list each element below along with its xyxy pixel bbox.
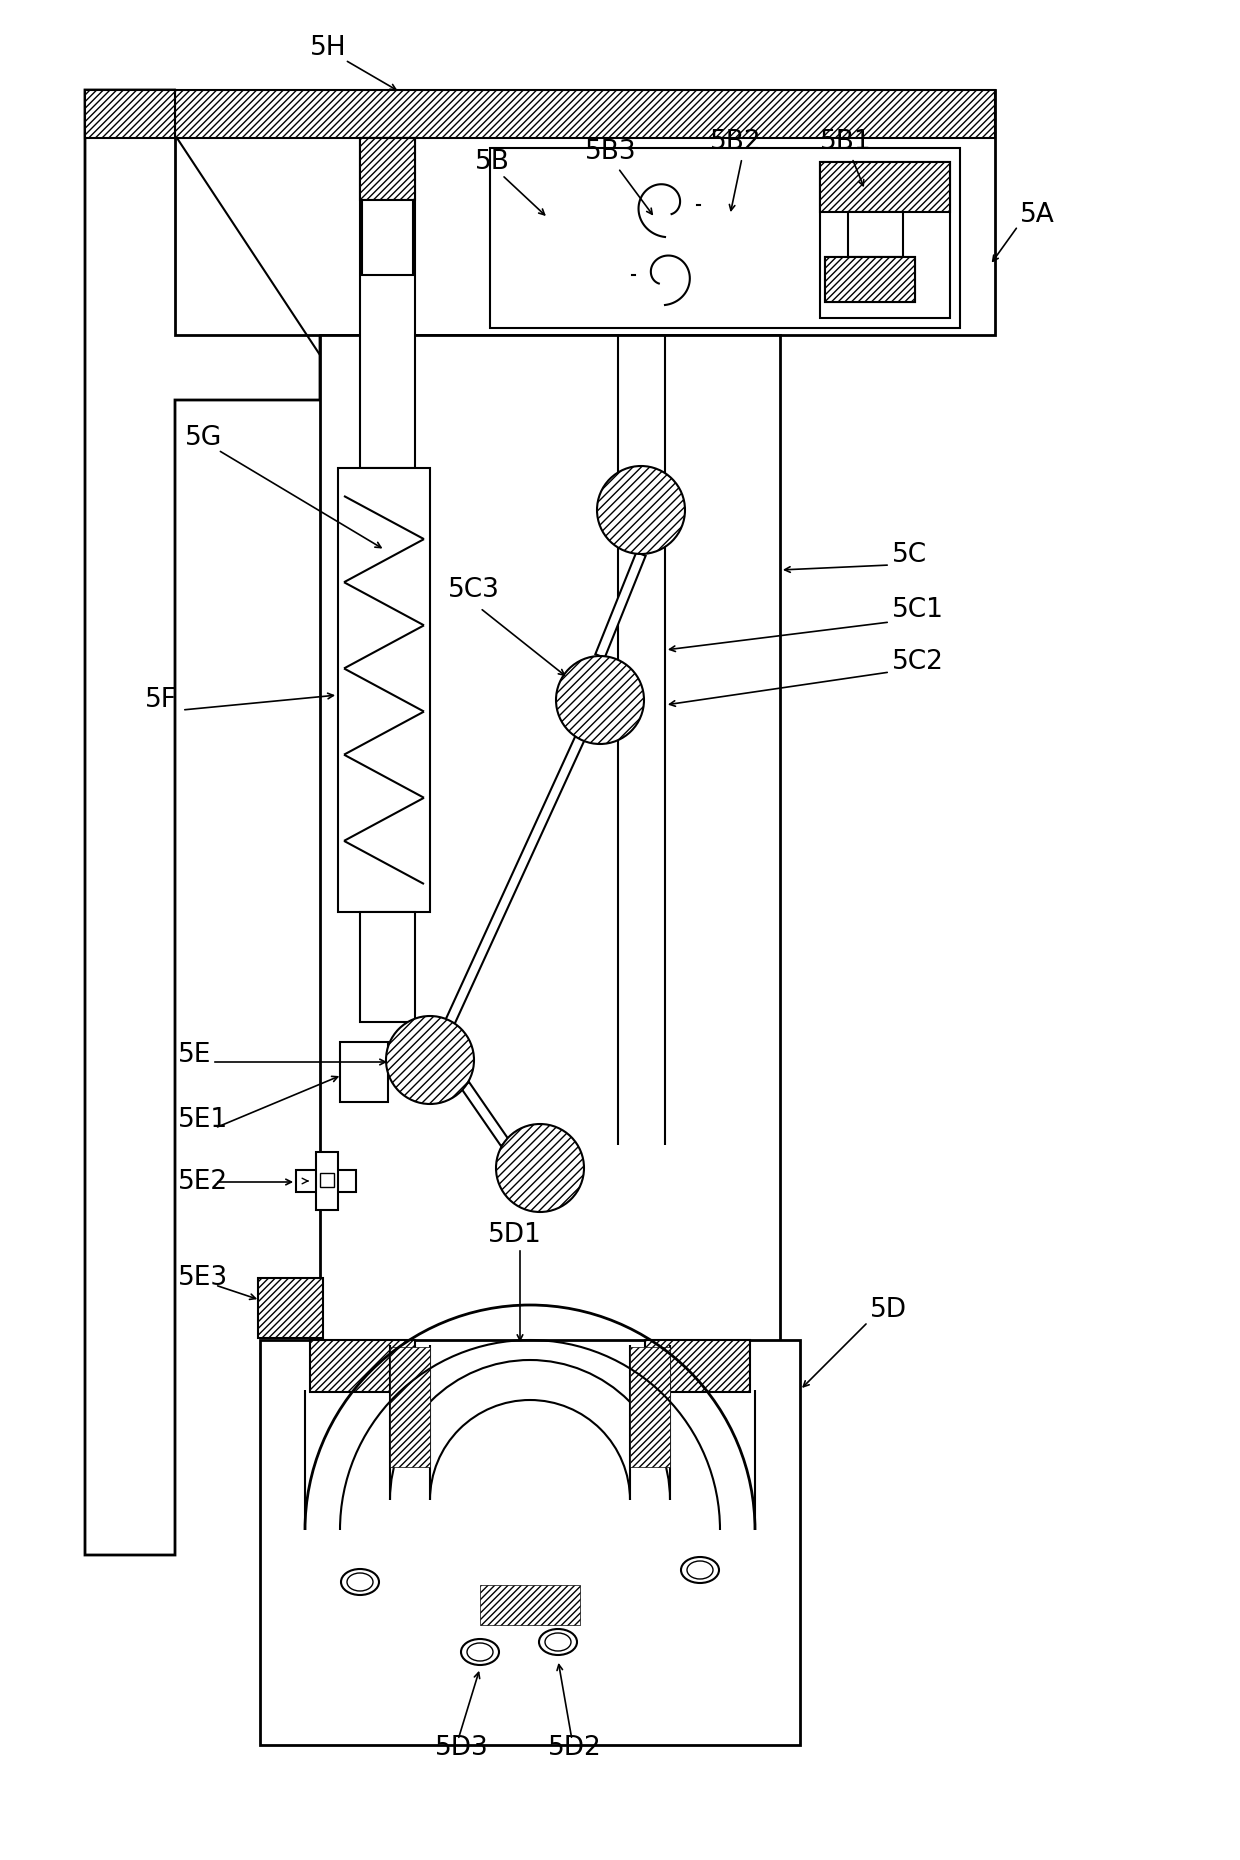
Ellipse shape — [341, 1570, 379, 1596]
Bar — [820, 162, 950, 212]
Bar — [391, 1347, 430, 1468]
Text: 5D1: 5D1 — [489, 1222, 542, 1248]
Bar — [260, 1339, 800, 1745]
Bar — [825, 257, 915, 301]
Text: 5E: 5E — [179, 1042, 211, 1068]
Bar — [848, 212, 903, 257]
Bar — [490, 149, 960, 327]
Bar — [360, 138, 415, 201]
Text: 5E1: 5E1 — [179, 1107, 228, 1133]
Text: 5F: 5F — [145, 686, 177, 712]
Text: 5D3: 5D3 — [435, 1735, 489, 1761]
Bar — [340, 1042, 388, 1101]
Ellipse shape — [681, 1557, 719, 1583]
Bar — [86, 89, 175, 138]
Circle shape — [556, 657, 644, 744]
Ellipse shape — [546, 1633, 570, 1652]
Ellipse shape — [467, 1642, 494, 1661]
Bar — [339, 469, 430, 911]
Bar — [175, 89, 994, 138]
Circle shape — [496, 1123, 584, 1213]
Bar — [258, 1278, 322, 1337]
Text: 5B3: 5B3 — [585, 140, 636, 166]
Bar — [480, 1585, 580, 1626]
Text: 5C2: 5C2 — [892, 649, 944, 675]
Ellipse shape — [347, 1574, 373, 1590]
Ellipse shape — [461, 1639, 498, 1665]
Bar — [320, 335, 780, 1555]
Text: 5E3: 5E3 — [179, 1265, 228, 1291]
Text: 5B1: 5B1 — [820, 128, 872, 154]
Text: 5H: 5H — [310, 35, 347, 61]
Text: 5C1: 5C1 — [892, 597, 944, 623]
Bar — [360, 911, 415, 1021]
Circle shape — [386, 1016, 474, 1105]
Text: 5C: 5C — [892, 541, 928, 567]
Bar — [362, 201, 413, 275]
Polygon shape — [461, 1083, 510, 1146]
Bar — [175, 89, 994, 335]
Text: 5C3: 5C3 — [448, 577, 500, 603]
Ellipse shape — [687, 1561, 713, 1579]
Bar — [316, 1151, 339, 1211]
Bar — [645, 1339, 750, 1391]
Text: 5B: 5B — [475, 149, 510, 175]
Text: 5G: 5G — [185, 424, 222, 450]
Polygon shape — [445, 737, 584, 1025]
Bar — [630, 1347, 670, 1468]
Ellipse shape — [539, 1629, 577, 1655]
Bar — [820, 162, 950, 318]
Bar — [360, 138, 415, 469]
Polygon shape — [595, 552, 646, 658]
Text: 5D: 5D — [870, 1296, 906, 1322]
Bar — [310, 1339, 415, 1391]
Circle shape — [596, 467, 684, 554]
Text: 5D2: 5D2 — [548, 1735, 601, 1761]
Bar — [296, 1170, 356, 1192]
Bar — [320, 1174, 334, 1187]
Bar — [825, 257, 915, 301]
Text: 5E2: 5E2 — [179, 1168, 228, 1194]
Polygon shape — [86, 89, 320, 1555]
Text: 5A: 5A — [1021, 203, 1055, 229]
Text: 5B2: 5B2 — [711, 128, 761, 154]
